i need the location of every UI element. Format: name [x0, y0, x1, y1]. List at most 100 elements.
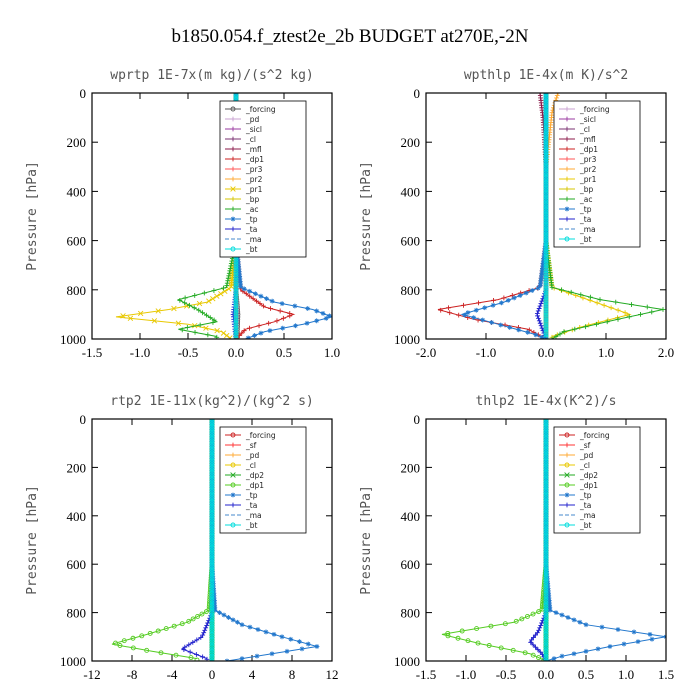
x-tick-label: -8	[127, 667, 138, 682]
panel-4: thlp2 1E-4x(K^2)/s Pressure [hPa] 0 200 400 6…	[359, 394, 674, 682]
figure-title: b1850.054.f_ztest2e_2b BUDGET at270E,-2N	[172, 26, 529, 47]
y-tick-label: 400	[401, 184, 421, 199]
legend-entry: _pr1	[579, 175, 597, 184]
legend-entry: _ma	[579, 225, 596, 234]
legend-entry: _ma	[245, 511, 262, 520]
series-line-dp1	[441, 419, 547, 661]
legend-entry: _pr1	[245, 185, 263, 194]
x-tick-label: -0.5	[178, 345, 199, 360]
legend-entry: _ac	[245, 205, 258, 214]
legend-entry: _forcing	[579, 105, 610, 114]
x-tick-label: -1.5	[82, 345, 103, 360]
legend-entry: _ta	[579, 215, 591, 224]
legend-entry: _bt	[245, 521, 258, 530]
y-tick-label: 1000	[394, 654, 420, 669]
x-tick-label: 8	[289, 667, 296, 682]
y-tick-label: 600	[401, 234, 421, 249]
plot-frame	[425, 418, 667, 662]
legend-entry: _tp	[245, 491, 258, 500]
y-tick-label: 1000	[60, 654, 86, 669]
legend: _forcing_sf_pd_cl_dp2_dp1_tp_ta_ma_bt	[553, 426, 641, 534]
legend-entry: _tp	[245, 215, 258, 224]
y-tick-label: 800	[401, 606, 421, 621]
x-tick-label: 0.5	[578, 667, 594, 682]
legend-entry: _dp2	[579, 471, 598, 480]
y-tick-label: 200	[401, 135, 421, 150]
y-axis-label: Pressure [hPa]	[359, 161, 374, 271]
series-markers-bt	[209, 419, 215, 661]
series-markers-tp	[462, 93, 549, 339]
x-tick-label: -1.0	[476, 345, 497, 360]
y-tick-label: 200	[67, 460, 87, 475]
legend-entry: _forcing	[579, 431, 610, 440]
legend-entry: _cl	[245, 461, 256, 470]
y-tick-label: 800	[67, 283, 87, 298]
legend-entry: _dp1	[245, 481, 264, 490]
series-line-dp1	[437, 93, 547, 339]
legend-entry: _mfl	[579, 135, 596, 144]
legend-entry: _dp1	[245, 155, 264, 164]
legend-entry: _pr3	[245, 165, 263, 174]
series-markers-dp1	[438, 93, 549, 339]
plot-frame	[91, 418, 333, 662]
series-line-dp1	[111, 419, 213, 660]
x-tick-label: -4	[167, 667, 178, 682]
panel-2: wpthlp 1E-4x(m K)/s^2 Pressure [hPa] 0 200 4…	[359, 68, 674, 360]
legend-entry: _mfl	[245, 145, 262, 154]
y-tick-label: 0	[414, 86, 421, 101]
legend-entry: _cl	[579, 461, 590, 470]
series-markers-bt	[543, 419, 549, 661]
x-tick-label: 1.0	[598, 345, 614, 360]
x-tick-label: 4	[249, 667, 256, 682]
panels-group: wprtp 1E-7x(m kg)/(s^2 kg) Pressure [hPa]…	[25, 68, 674, 682]
x-tick-label: -1.0	[130, 345, 151, 360]
y-axis-label: Pressure [hPa]	[25, 161, 40, 271]
x-tick-label: 1.0	[324, 345, 340, 360]
y-tick-label: 0	[80, 412, 87, 427]
panel-3: rtp2 1E-11x(kg^2)/(kg^2 s) Pressure [hPa]…	[25, 394, 339, 682]
legend-entry: _sf	[245, 441, 257, 450]
x-tick-label: 2.0	[658, 345, 674, 360]
legend-entry: _pd	[245, 115, 260, 124]
legend-entry: _pr2	[245, 175, 263, 184]
y-tick-label: 1000	[394, 332, 420, 347]
y-tick-label: 200	[401, 460, 421, 475]
panel-title: rtp2 1E-11x(kg^2)/(kg^2 s)	[110, 394, 314, 409]
y-axis-label: Pressure [hPa]	[359, 485, 374, 595]
legend: _forcing_pd_sicl_cl_mfl_dp1_pr3_pr2_pr1_…	[219, 100, 307, 258]
legend-entry: _ma	[579, 511, 596, 520]
legend-entry: _pd	[245, 451, 260, 460]
y-tick-label: 600	[67, 557, 87, 572]
panel-title: wprtp 1E-7x(m kg)/(s^2 kg)	[110, 68, 314, 83]
legend-entry: _bp	[245, 195, 260, 204]
legend-entry: _bt	[579, 235, 592, 244]
y-tick-label: 200	[67, 135, 87, 150]
x-tick-label: 0.0	[538, 667, 554, 682]
y-tick-label: 400	[67, 509, 87, 524]
y-tick-label: 600	[67, 234, 87, 249]
legend-entry: _ta	[579, 501, 591, 510]
plot-frame	[91, 92, 333, 340]
legend-entry: _forcing	[245, 105, 276, 114]
legend-entry: _bt	[245, 245, 258, 254]
series-markers-bt	[543, 93, 549, 339]
x-tick-label: 1.0	[618, 667, 634, 682]
x-tick-label: -1.5	[416, 667, 437, 682]
x-tick-label: -12	[83, 667, 100, 682]
series-markers-dp1	[113, 419, 215, 661]
legend-entry: _dp1	[579, 145, 598, 154]
series-line-pr1	[115, 93, 237, 339]
x-tick-label: -2.0	[416, 345, 437, 360]
legend-entry: _ac	[579, 195, 592, 204]
y-tick-label: 0	[414, 412, 421, 427]
x-tick-label: -1.0	[456, 667, 477, 682]
legend-entry: _pd	[579, 451, 594, 460]
legend: _forcing_sicl_cl_mfl_dp1_pr3_pr2_pr1_bp_…	[553, 100, 641, 248]
x-tick-label: 0.5	[276, 345, 292, 360]
x-tick-label: 1.5	[658, 667, 674, 682]
y-axis-label: Pressure [hPa]	[25, 485, 40, 595]
legend-entry: _sicl	[245, 125, 262, 134]
series-group	[441, 419, 666, 661]
x-tick-label: 0.0	[538, 345, 554, 360]
